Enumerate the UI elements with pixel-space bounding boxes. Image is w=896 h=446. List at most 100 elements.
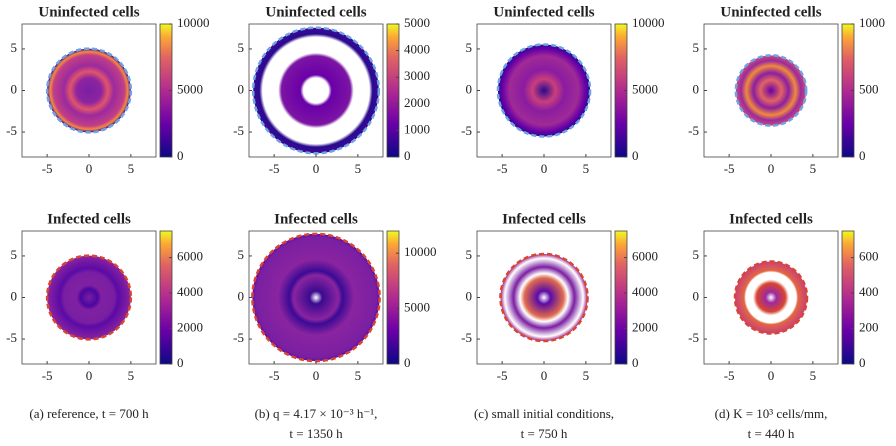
- colorbar-tick-label: 10000: [177, 15, 210, 30]
- colorbar: [841, 230, 855, 365]
- caption: (c) small initial conditions,: [474, 406, 614, 421]
- caption: t = 750 h: [521, 426, 568, 441]
- colorbar-tick-label: 0: [632, 355, 639, 370]
- colorbar-tick-label: 6000: [632, 249, 658, 264]
- x-tick-label: 5: [128, 368, 135, 383]
- heatmap-disc: [45, 47, 133, 134]
- heatmap-disc: [499, 252, 589, 343]
- x-tick-label: -5: [497, 161, 508, 176]
- y-tick-label: 5: [466, 247, 473, 262]
- caption: (a) reference, t = 700 h: [29, 406, 149, 421]
- y-tick-label: 0: [11, 288, 18, 303]
- x-tick-label: -5: [42, 161, 53, 176]
- colorbar-tick-label: 3000: [404, 68, 430, 83]
- heatmap-disc: [251, 232, 381, 363]
- y-tick-label: -5: [6, 330, 17, 345]
- colorbar-tick-label: 2000: [632, 320, 658, 335]
- caption: (d) K = 10³ cells/mm,: [715, 406, 828, 421]
- panel-title: Infected cells: [729, 211, 813, 227]
- panel-title: Infected cells: [274, 211, 358, 227]
- panel-title: Uninfected cells: [493, 4, 594, 20]
- colorbar-tick-label: 5000: [404, 300, 430, 315]
- caption: (b) q = 4.17 × 10⁻³ h⁻¹,: [255, 406, 378, 421]
- x-tick-label: 0: [768, 161, 775, 176]
- y-tick-label: 0: [466, 288, 473, 303]
- y-tick-label: -5: [461, 330, 472, 345]
- y-tick-label: -5: [688, 123, 699, 138]
- y-tick-label: 0: [11, 81, 18, 96]
- panel-title: Uninfected cells: [38, 4, 139, 20]
- y-tick-label: 0: [693, 288, 700, 303]
- colorbar-tick-label: 0: [632, 148, 639, 163]
- x-tick-label: 0: [313, 161, 320, 176]
- colorbar-tick-label: 4000: [404, 42, 430, 57]
- x-tick-label: 5: [355, 161, 362, 176]
- y-tick-label: 5: [238, 247, 245, 262]
- x-tick-label: -5: [724, 368, 735, 383]
- colorbar-tick-label: 0: [859, 148, 866, 163]
- heatmap-disc: [734, 54, 808, 127]
- x-tick-label: -5: [269, 368, 280, 383]
- colorbar-tick-label: 200: [859, 320, 879, 335]
- colorbar: [386, 230, 400, 365]
- x-tick-label: 5: [810, 161, 817, 176]
- y-tick-label: -5: [688, 330, 699, 345]
- y-tick-label: 5: [11, 247, 18, 262]
- x-tick-label: 0: [86, 161, 93, 176]
- x-tick-label: 0: [86, 368, 93, 383]
- y-tick-label: 5: [238, 40, 245, 55]
- colorbar-tick-label: 4000: [632, 284, 658, 299]
- colorbar-tick-label: 5000: [404, 15, 430, 30]
- colorbar-tick-label: 600: [859, 249, 879, 264]
- x-tick-label: 0: [541, 368, 548, 383]
- panel-title: Infected cells: [502, 211, 586, 227]
- colorbar-tick-label: 1000: [404, 121, 430, 136]
- x-tick-label: -5: [497, 368, 508, 383]
- y-tick-label: 0: [238, 288, 245, 303]
- caption: t = 1350 h: [289, 426, 343, 441]
- heatmap-disc: [733, 260, 809, 335]
- heatmap-disc: [251, 26, 381, 155]
- colorbar-tick-label: 5000: [632, 81, 658, 96]
- x-tick-label: -5: [724, 161, 735, 176]
- x-tick-label: -5: [42, 368, 53, 383]
- y-tick-label: -5: [233, 123, 244, 138]
- y-tick-label: -5: [461, 123, 472, 138]
- colorbar-tick-label: 0: [404, 148, 411, 163]
- x-tick-label: 5: [128, 161, 135, 176]
- x-tick-label: 0: [768, 368, 775, 383]
- y-tick-label: 5: [693, 247, 700, 262]
- colorbar: [159, 230, 173, 365]
- colorbar-tick-label: 2000: [177, 320, 203, 335]
- x-tick-label: 5: [810, 368, 817, 383]
- panel-title: Uninfected cells: [265, 4, 366, 20]
- x-tick-label: 5: [583, 368, 590, 383]
- colorbar-tick-label: 4000: [177, 284, 203, 299]
- colorbar-tick-label: 2000: [404, 95, 430, 110]
- colorbar-tick-label: 5000: [177, 81, 203, 96]
- colorbar-tick-label: 0: [404, 355, 411, 370]
- colorbar-tick-label: 10000: [632, 15, 665, 30]
- colorbar-tick-label: 10000: [404, 244, 437, 259]
- y-tick-label: 5: [11, 40, 18, 55]
- x-tick-label: 5: [355, 368, 362, 383]
- caption: t = 440 h: [748, 426, 795, 441]
- colorbar-tick-label: 0: [177, 148, 184, 163]
- x-tick-label: 5: [583, 161, 590, 176]
- y-tick-label: 5: [466, 40, 473, 55]
- colorbar: [614, 230, 628, 365]
- colorbar-tick-label: 500: [859, 81, 879, 96]
- colorbar-tick-label: 400: [859, 284, 879, 299]
- colorbar-tick-label: 0: [177, 355, 184, 370]
- colorbar: [386, 23, 400, 158]
- y-tick-label: 0: [466, 81, 473, 96]
- x-tick-label: 0: [541, 161, 548, 176]
- panel-title: Infected cells: [47, 211, 131, 227]
- y-tick-label: -5: [233, 330, 244, 345]
- y-tick-label: 0: [693, 81, 700, 96]
- panel-title: Uninfected cells: [720, 4, 821, 20]
- colorbar-tick-label: 1000: [859, 15, 885, 30]
- colorbar-tick-label: 0: [859, 355, 866, 370]
- y-tick-label: 5: [693, 40, 700, 55]
